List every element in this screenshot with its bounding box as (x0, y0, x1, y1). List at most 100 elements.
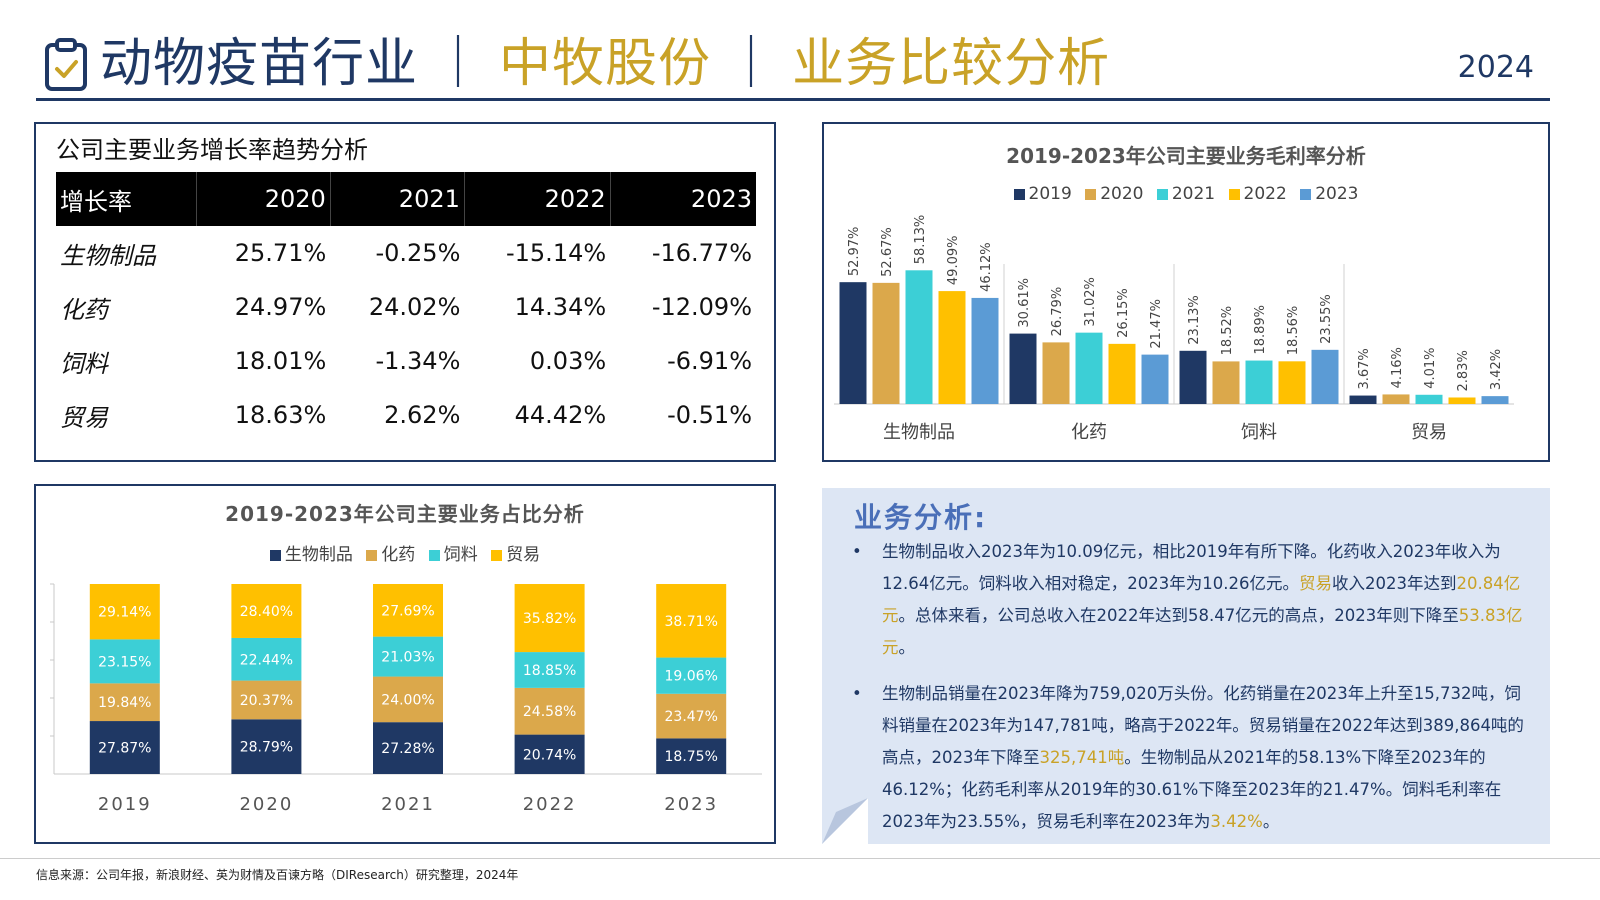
legend-item: 饲料 (428, 540, 478, 565)
bar (1481, 396, 1509, 404)
data-label: 19.84% (98, 695, 151, 711)
stacked-bar-segment (89, 584, 160, 640)
legend-label: 饲料 (443, 545, 478, 565)
stacked-bar-segment (373, 584, 443, 637)
legend-swatch (1300, 188, 1312, 200)
data-label: 21.03% (381, 650, 434, 666)
data-label: 4.16% (1390, 347, 1405, 388)
legend-swatch (1013, 188, 1025, 200)
source-footer: 信息来源：公司年报，新浪财经、英为财情及百谏方略（DIResearch）研究整理… (36, 868, 519, 882)
analysis-text: 生物制品收入2023年为10.09亿元，相比2019年有所下降。化药收入2023… (882, 542, 1501, 593)
bar (1382, 394, 1410, 404)
margin-chart: 52.97% 52.67% 58.13% 49.09% 46.12% 生物制品 30.61%… (834, 215, 1514, 443)
data-label: 52.67% (880, 227, 895, 277)
legend-item: 2023 (1300, 184, 1358, 204)
data-label: 3.42% (1489, 349, 1504, 390)
stacked-bar-segment (373, 676, 443, 723)
title-company: 中牧股份 (499, 34, 712, 94)
bar (1245, 360, 1273, 404)
stacked-bar-segment (231, 719, 302, 774)
stacked-bar-segment (514, 584, 585, 653)
x-tick-label: 生物制品 (883, 422, 955, 443)
data-label: 19.06% (665, 669, 718, 685)
x-tick-label: 2021 (381, 794, 435, 815)
analysis-item: 生物制品收入2023年为10.09亿元，相比2019年有所下降。化药收入2023… (852, 536, 1528, 664)
analysis-highlight: 20.84亿元 (882, 574, 1521, 625)
data-label: 24.00% (381, 692, 434, 708)
analysis-highlight: 贸易 (1298, 574, 1332, 593)
data-label: 23.47% (665, 709, 718, 725)
data-label: 49.09% (946, 236, 961, 286)
data-label: 38.71% (665, 614, 718, 630)
stacked-bar-segment (514, 652, 585, 688)
analysis-text: 。 (1262, 812, 1280, 831)
data-label: 27.87% (98, 741, 151, 757)
stacked-bar-segment (656, 693, 727, 739)
x-tick-label: 2020 (239, 794, 293, 815)
table-cell: 18.01% (234, 347, 327, 375)
data-label: 30.61% (1017, 278, 1032, 328)
data-label: 23.15% (98, 654, 151, 670)
data-label: 23.55% (1319, 294, 1334, 344)
table-cell: -1.34% (375, 347, 461, 375)
title-industry: 动物疫苗行业 (100, 34, 419, 94)
data-label: 4.01% (1423, 347, 1438, 388)
legend-item: 2019 (1013, 184, 1072, 204)
table-row: 饲料 18.01% -1.34% 0.03% -6.91% (56, 334, 756, 388)
data-label: 20.74% (523, 747, 576, 763)
table-header-row: 增长率 2020 2021 2022 2023 (56, 172, 756, 226)
analysis-text: 生物制品销量在2023年降为759,020万头份。化药销量在2023年上升至15… (882, 684, 1524, 767)
legend-label: 生物制品 (284, 545, 353, 565)
data-label: 27.28% (381, 741, 434, 757)
legend-label: 2019 (1028, 184, 1072, 204)
bar (1042, 342, 1070, 404)
table-cell: 化药 (60, 295, 108, 324)
table-header-cell: 2022 (463, 172, 611, 226)
legend-swatch (1228, 188, 1240, 200)
legend-label: 化药 (381, 545, 416, 565)
data-label: 22.44% (240, 652, 293, 668)
stacked-bar-segment (656, 584, 727, 658)
legend-item: 化药 (366, 540, 415, 565)
stacked-bar-segment (89, 721, 160, 774)
data-label: 18.52% (1220, 306, 1235, 356)
analysis-highlight: 53.83亿元 (882, 606, 1523, 657)
data-label: 58.13% (913, 215, 928, 265)
bar (1311, 349, 1339, 404)
table-header-cell: 2020 (195, 172, 331, 226)
data-label: 35.82% (523, 611, 576, 627)
page-fold-icon (822, 798, 868, 844)
bar (1009, 333, 1037, 404)
analysis-panel: 业务分析: 生物制品收入2023年为10.09亿元，相比2019年有所下降。化药… (822, 488, 1550, 844)
table-row: 贸易 18.63% 2.62% 44.42% -0.51% (56, 388, 756, 442)
legend-swatch (366, 549, 378, 561)
analysis-text: 。 (898, 638, 916, 657)
bar (1141, 354, 1169, 404)
data-label: 20.37% (240, 693, 293, 709)
bar (1179, 350, 1207, 404)
analysis-item: 生物制品销量在2023年降为759,020万头份。化药销量在2023年上升至15… (852, 678, 1528, 838)
table-row: 化药 24.97% 24.02% 14.34% -12.09% (56, 280, 756, 334)
stacked-bar-segment (373, 636, 443, 677)
analysis-title: 业务分析: (854, 501, 988, 534)
title-separator: ｜ (725, 34, 779, 94)
stacked-bar-segment (373, 722, 443, 774)
data-label: 18.75% (665, 749, 718, 765)
stacked-bar-segment (231, 637, 302, 681)
bar (1278, 361, 1306, 404)
growth-table: 增长率 2020 2021 2022 2023 生物制品 25.71% -0.2… (56, 172, 756, 442)
stacked-bar-segment (514, 734, 585, 774)
legend-label: 2021 (1171, 184, 1216, 204)
analysis-text: 收入2023年达到 (1331, 574, 1457, 593)
legend-item: 2020 (1085, 184, 1143, 204)
legend-swatch (491, 549, 503, 561)
table-cell: 生物制品 (60, 241, 156, 270)
bar (1448, 397, 1476, 404)
analysis-highlight: 325,741吨 (1039, 748, 1125, 767)
x-tick-label: 饲料 (1241, 422, 1277, 443)
x-tick-label: 2023 (664, 794, 718, 815)
analysis-text: 。总体来看，公司总收入在2022年达到58.47亿元的高点，2023年则下降至 (898, 606, 1459, 625)
data-label: 24.58% (523, 704, 576, 720)
x-tick-label: 2019 (98, 794, 152, 815)
legend-label: 2022 (1243, 184, 1287, 204)
